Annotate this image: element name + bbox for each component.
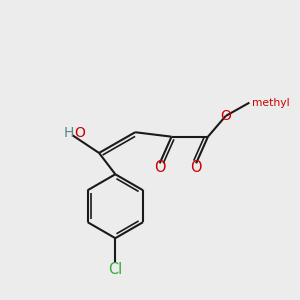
Text: Cl: Cl: [108, 262, 122, 277]
Text: O: O: [190, 160, 202, 175]
Text: O: O: [220, 109, 231, 123]
Text: methyl: methyl: [252, 98, 290, 108]
Text: O: O: [74, 126, 85, 140]
Text: O: O: [154, 160, 166, 175]
Text: H: H: [64, 126, 74, 140]
